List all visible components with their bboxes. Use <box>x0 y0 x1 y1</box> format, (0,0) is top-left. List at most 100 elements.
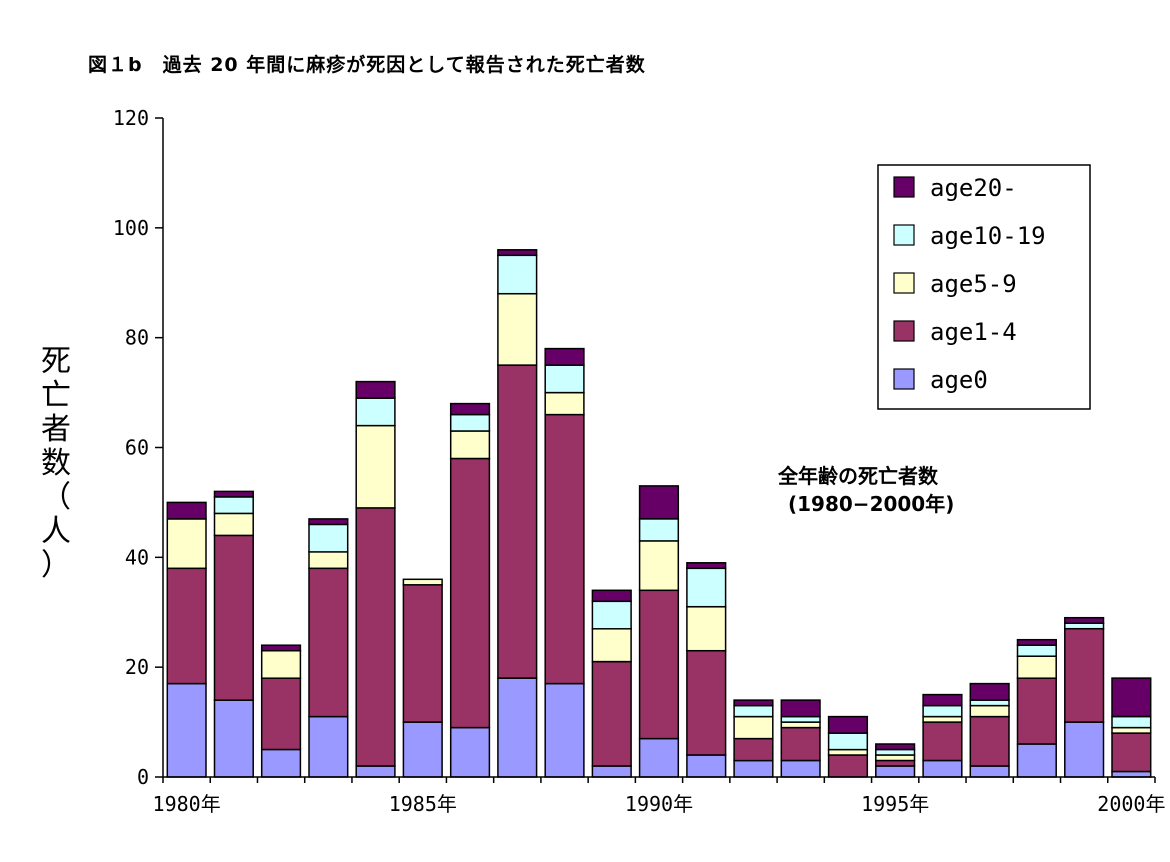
legend-swatch-age1-4 <box>893 320 915 342</box>
bar-segment-age0-1983 <box>308 715 349 778</box>
bar-segment-age5-9-1983 <box>308 551 349 570</box>
bar-segment-age0-1985 <box>402 721 443 778</box>
bar-segment-age5-9-1991 <box>686 606 727 652</box>
legend-swatch-age10-19 <box>893 224 915 246</box>
bar-segment-age1-4-1991 <box>686 649 727 756</box>
x-tick-label: 1990年 <box>625 792 693 816</box>
legend-swatch-age0 <box>893 368 915 390</box>
y-tick-label: 20 <box>125 655 149 679</box>
bar-segment-age1-4-1996 <box>922 721 963 762</box>
bar-segment-age0-1988 <box>544 682 585 778</box>
bar-segment-age0-1993 <box>780 759 821 778</box>
bar-segment-age20--1996 <box>922 693 963 707</box>
bar-segment-age1-4-1981 <box>213 534 254 701</box>
bar-segment-age0-1997 <box>969 765 1010 778</box>
bar-segment-age10-19-1999 <box>1064 622 1105 630</box>
bar-segment-age10-19-1992 <box>733 704 774 718</box>
bar-segment-age5-9-2000 <box>1111 726 1152 734</box>
bar-segment-age1-4-1985 <box>402 584 443 723</box>
y-axis-label-char: 数 <box>41 446 71 481</box>
chart-title: 図１b 過去 20 年間に麻疹が死因として報告された死亡者数 <box>88 54 646 76</box>
legend-label-age1-4: age1-4 <box>930 318 1017 346</box>
bar-segment-age20--1990 <box>638 485 680 520</box>
bar-segment-age1-4-1980 <box>166 567 207 685</box>
bar-segment-age10-19-1988 <box>544 364 585 394</box>
bar-segment-age1-4-1984 <box>355 507 396 767</box>
bar-segment-age0-1995 <box>875 765 916 778</box>
bar-segment-age10-19-1996 <box>922 704 963 718</box>
y-axis-label-char: 亡 <box>41 378 71 413</box>
x-tick-label: 1995年 <box>861 792 929 816</box>
x-tick-label: 2000年 <box>1097 792 1165 816</box>
y-axis-label-char: （ <box>41 480 71 515</box>
bar-segment-age5-9-1992 <box>733 715 774 740</box>
legend-label-age5-9: age5-9 <box>930 270 1017 298</box>
bar-segment-age1-4-1995 <box>875 759 916 767</box>
bar-segment-age20--1988 <box>544 347 585 366</box>
bar-segment-age10-19-1991 <box>686 567 727 608</box>
bar-segment-age0-1984 <box>355 765 396 778</box>
bar-segment-age5-9-1995 <box>875 754 916 762</box>
bar-segment-age0-1998 <box>1016 743 1057 778</box>
bar-segment-age5-9-1988 <box>544 391 585 416</box>
bar-segment-age0-1980 <box>166 682 207 778</box>
y-axis-label-char: 死 <box>41 344 71 379</box>
bar-segment-age10-19-1986 <box>449 413 491 432</box>
bar-segment-age10-19-1998 <box>1016 644 1057 657</box>
legend-swatch-age5-9 <box>893 272 915 294</box>
bar-segment-age20--1982 <box>260 644 302 652</box>
annotation-line-2: (1980−2000年) <box>788 492 955 516</box>
bar-segment-age20--1987 <box>497 249 538 257</box>
bar-segment-age20--1980 <box>166 501 207 520</box>
bar-segment-age10-19-1983 <box>308 523 349 553</box>
y-tick-label: 120 <box>113 106 149 130</box>
legend: age20- age10-19 age5-9 age1-4 age0 <box>877 164 1091 410</box>
bar-segment-age1-4-1999 <box>1064 627 1105 723</box>
bar-segment-age10-19-1994 <box>827 732 869 751</box>
bar-segment-age0-1989 <box>591 765 632 778</box>
bar-segment-age10-19-1989 <box>591 600 632 630</box>
y-tick-label: 100 <box>113 216 149 240</box>
y-axis-label-char: 人 <box>41 514 71 549</box>
bar-segment-age10-19-1990 <box>638 518 680 542</box>
legend-label-age10-19: age10-19 <box>930 222 1046 250</box>
bar-segment-age1-4-1983 <box>308 567 349 718</box>
bar-segment-age10-19-1984 <box>355 397 396 427</box>
legend-swatch-age20- <box>893 176 915 198</box>
bar-segment-age1-4-1998 <box>1016 677 1057 745</box>
bar-segment-age10-19-2000 <box>1111 715 1152 729</box>
y-tick-label: 40 <box>125 545 149 569</box>
bar-segment-age5-9-1998 <box>1016 655 1057 679</box>
bar-segment-age0-1999 <box>1064 721 1105 778</box>
bar-segment-age1-4-1997 <box>969 715 1010 767</box>
bar-segment-age5-9-1982 <box>260 649 302 679</box>
bar-segment-age1-4-1994 <box>827 754 869 778</box>
bar-segment-age0-1991 <box>686 754 727 778</box>
y-axis-label-char: 者 <box>41 412 71 447</box>
bar-segment-age1-4-1990 <box>638 589 680 740</box>
bar-segment-age20--1984 <box>355 380 396 399</box>
bar-segment-age0-1981 <box>213 699 254 778</box>
axes-group: 0 20 40 60 80 100 120 1980年 1985年 1990年 1995年 2000年 <box>113 106 1166 816</box>
bar-segment-age10-19-1997 <box>969 699 1010 707</box>
bar-segment-age20--1993 <box>780 699 821 718</box>
bar-segment-age0-1982 <box>260 748 302 778</box>
bar-segment-age5-9-1984 <box>355 424 396 509</box>
x-tick-label: 1985年 <box>389 792 457 816</box>
bar-segment-age10-19-1995 <box>875 748 916 756</box>
bar-segment-age1-4-2000 <box>1111 732 1152 773</box>
bar-segment-age0-1986 <box>449 726 491 778</box>
y-tick-label: 0 <box>137 765 149 789</box>
bar-segment-age1-4-1988 <box>544 413 585 685</box>
legend-label-age20-: age20- <box>930 174 1017 202</box>
bar-segment-age5-9-1987 <box>497 292 538 366</box>
bar-segment-age20--1989 <box>591 589 632 603</box>
y-tick-label: 80 <box>125 326 149 350</box>
bar-segment-age20--1986 <box>449 402 491 416</box>
bar-segment-age1-4-1993 <box>780 726 821 762</box>
bar-segment-age5-9-1985 <box>402 578 443 586</box>
bar-segment-age20--1999 <box>1064 616 1105 624</box>
bar-segment-age10-19-1987 <box>497 254 538 295</box>
bar-segment-age1-4-1987 <box>497 364 538 679</box>
